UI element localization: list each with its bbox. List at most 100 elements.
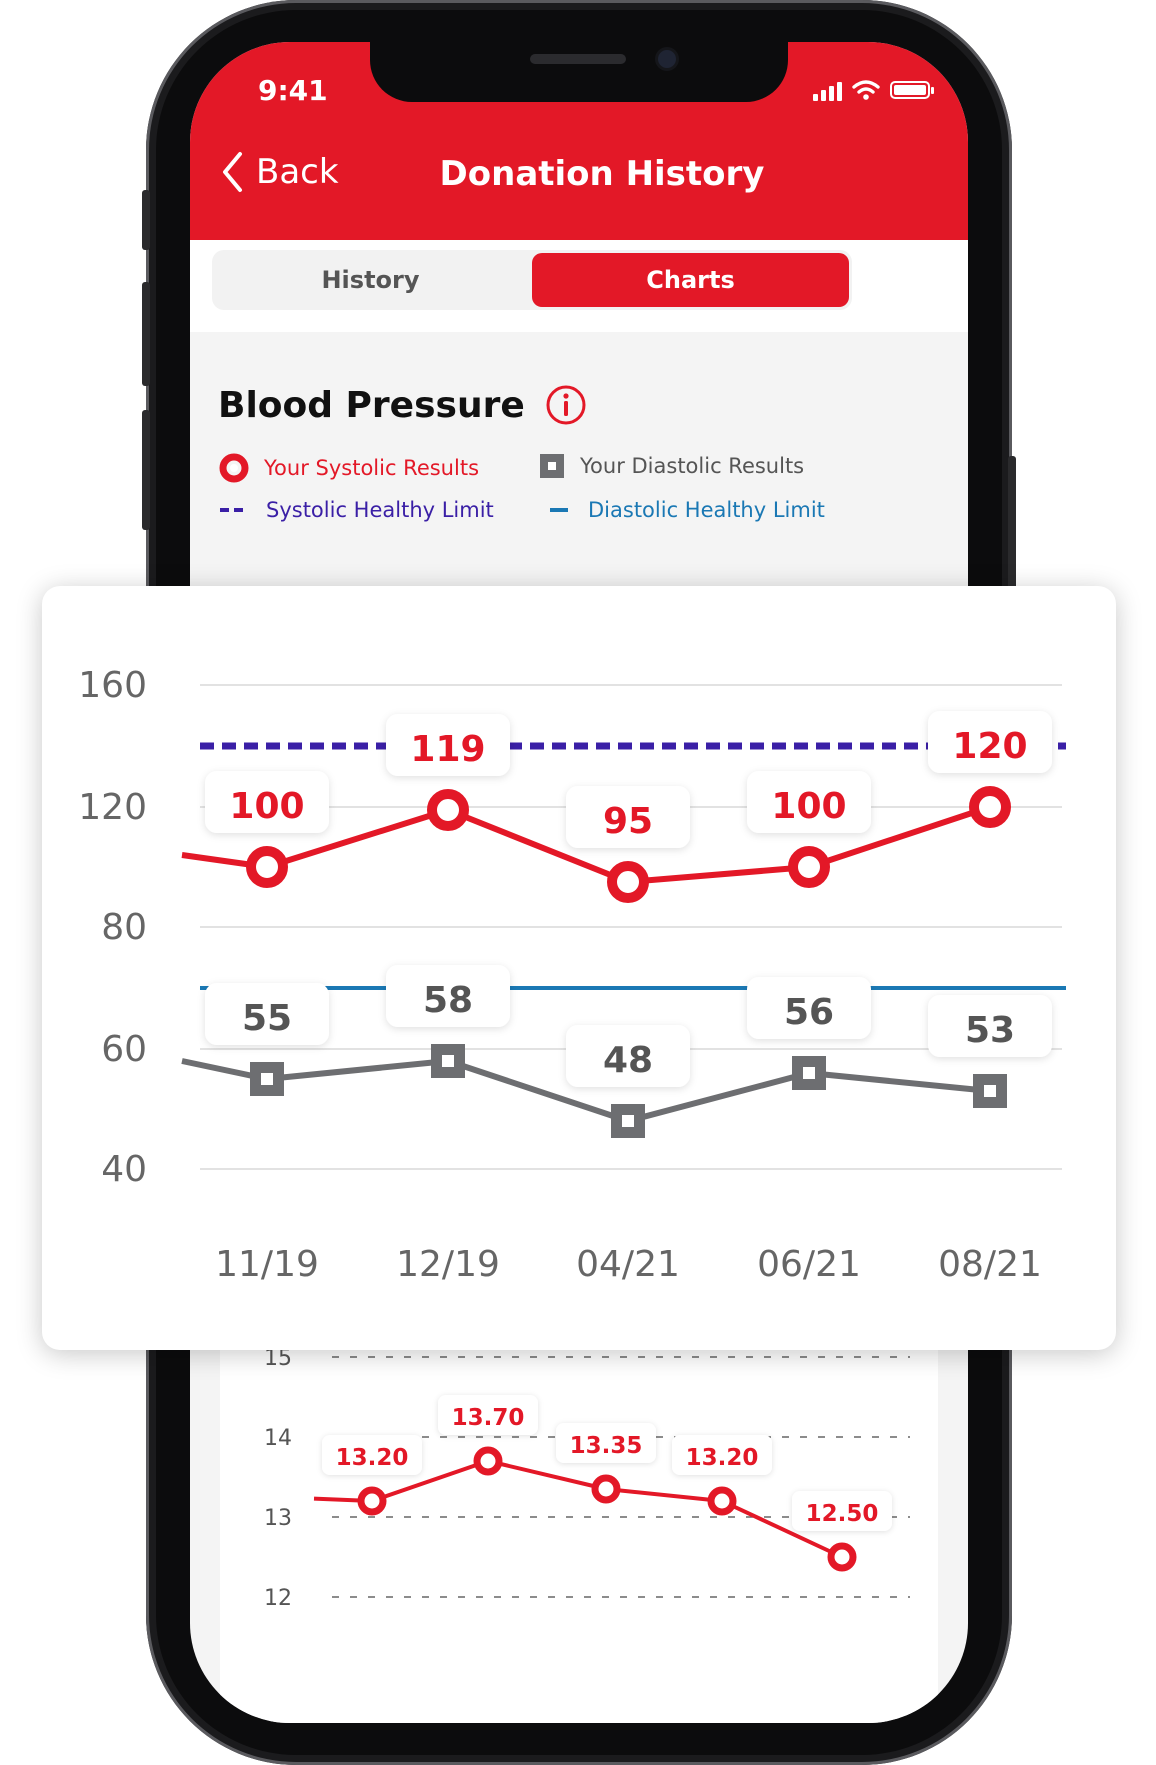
data-label: 100: [229, 786, 304, 827]
data-label: 13.70: [452, 1405, 525, 1431]
gray-square-marker-icon: [540, 454, 564, 478]
diastolic-data-label: 48: [566, 1025, 690, 1087]
data-label-bubble: [747, 977, 871, 1039]
solid-line-icon: [550, 508, 568, 512]
hemoglobin-point: [827, 1542, 857, 1572]
systolic-point: [788, 846, 830, 888]
y-tick-label: 80: [101, 907, 147, 948]
data-label-bubble: [672, 1435, 772, 1475]
dashed-line-icon: [220, 508, 243, 512]
data-label-bubble: [928, 995, 1052, 1057]
hemoglobin-data-label: 13.20: [322, 1435, 422, 1475]
data-label-bubble: [386, 965, 510, 1027]
hemoglobin-chart: 15 14 13 12 13.20 13.70 13.35 13.20 12.50: [264, 1346, 910, 1611]
data-label: 12.50: [806, 1501, 879, 1527]
diastolic-data-label: 56: [747, 977, 871, 1039]
info-icon[interactable]: [545, 384, 587, 426]
notch: [370, 42, 788, 102]
data-label-bubble: [566, 1025, 690, 1087]
hemoglobin-line: [313, 1459, 843, 1559]
hemoglobin-data-label: 13.20: [672, 1435, 772, 1475]
volume-up-button: [142, 282, 150, 386]
data-label: 55: [242, 998, 292, 1039]
x-tick-label: 08/21: [938, 1244, 1042, 1285]
systolic-point: [607, 861, 649, 903]
diastolic-data-label: 58: [386, 965, 510, 1027]
data-label: 13.20: [686, 1445, 759, 1471]
page-title: Donation History: [439, 154, 765, 194]
systolic-point: [427, 789, 469, 831]
x-tick-label: 06/21: [757, 1244, 861, 1285]
x-tick-label: 12/19: [396, 1244, 500, 1285]
y-tick-label: 14: [264, 1426, 292, 1451]
section-title: Blood Pressure: [218, 384, 525, 426]
hemoglobin-point: [473, 1446, 503, 1476]
diastolic-point-center: [984, 1085, 996, 1097]
back-button[interactable]: Back: [220, 150, 339, 194]
legend-diastolic-limit: Diastolic Healthy Limit: [548, 498, 825, 522]
red-circle-marker-icon: [219, 453, 249, 483]
cellular-signal-icon: [813, 79, 842, 101]
data-label-bubble: [386, 714, 510, 776]
tab-charts[interactable]: Charts: [532, 253, 849, 307]
data-label-bubble: [792, 1491, 892, 1531]
x-tick-label: 11/19: [215, 1244, 319, 1285]
diastolic-point-center: [261, 1073, 273, 1085]
data-label-bubble: [205, 983, 329, 1045]
status-icons: [813, 76, 934, 104]
chevron-left-icon: [223, 152, 242, 192]
legend-systolic-results: Your Systolic Results: [218, 452, 479, 484]
data-label: 95: [603, 801, 653, 842]
volume-down-button: [142, 410, 150, 530]
diastolic-point-center: [803, 1067, 815, 1079]
data-label: 56: [784, 992, 834, 1033]
data-label-bubble: [566, 786, 690, 848]
data-label: 100: [771, 786, 846, 827]
systolic-point: [969, 786, 1011, 828]
data-label: 48: [603, 1040, 653, 1081]
data-label-bubble: [438, 1395, 538, 1435]
diastolic-data-label: 53: [928, 995, 1052, 1057]
data-label: 13.20: [336, 1445, 409, 1471]
back-label: Back: [256, 152, 339, 192]
data-label-bubble: [556, 1423, 656, 1463]
hemoglobin-point: [591, 1474, 621, 1504]
app-header: 9:41 Back Donation History: [190, 42, 968, 240]
tab-bar: History Charts: [190, 240, 968, 332]
hemoglobin-data-label: 13.70: [438, 1395, 538, 1435]
tab-history[interactable]: History: [321, 266, 420, 294]
blood-pressure-chart-card: 160 120 80 60 40 11/19 12/19 04/21 06/21 08/21 100…: [42, 586, 1116, 1350]
blood-pressure-chart: 160 120 80 60 40 11/19 12/19 04/21 06/21 08/21 100…: [78, 665, 1066, 1285]
data-label-bubble: [747, 771, 871, 833]
data-label-bubble: [205, 771, 329, 833]
legend-diastolic-results: Your Diastolic Results: [538, 452, 804, 480]
hemoglobin-data-label: 12.50: [792, 1491, 892, 1531]
y-tick-label: 120: [78, 787, 147, 828]
data-label: 53: [965, 1010, 1015, 1051]
y-tick-label: 13: [264, 1506, 292, 1531]
systolic-point: [246, 846, 288, 888]
data-label: 58: [423, 980, 473, 1021]
data-label: 120: [952, 726, 1027, 767]
power-button: [1008, 456, 1016, 596]
wifi-icon: [852, 80, 880, 100]
systolic-data-label: 100: [747, 771, 871, 833]
diastolic-point-center: [622, 1115, 634, 1127]
hemoglobin-point: [357, 1486, 387, 1516]
blood-pressure-heading: Blood Pressure: [218, 384, 587, 426]
diastolic-point-center: [442, 1055, 454, 1067]
legend-systolic-limit: Systolic Healthy Limit: [218, 498, 494, 522]
hemoglobin-point: [707, 1486, 737, 1516]
diastolic-data-label: 55: [205, 983, 329, 1045]
systolic-data-label: 119: [386, 714, 510, 776]
hemoglobin-data-label: 13.35: [556, 1423, 656, 1463]
y-tick-label: 40: [101, 1149, 147, 1190]
x-tick-label: 04/21: [576, 1244, 680, 1285]
systolic-data-label: 95: [566, 786, 690, 848]
y-tick-label: 160: [78, 665, 147, 706]
data-label-bubble: [928, 711, 1052, 773]
data-label: 119: [410, 729, 485, 770]
battery-icon: [890, 81, 934, 99]
data-label-bubble: [322, 1435, 422, 1475]
systolic-data-label: 100: [205, 771, 329, 833]
